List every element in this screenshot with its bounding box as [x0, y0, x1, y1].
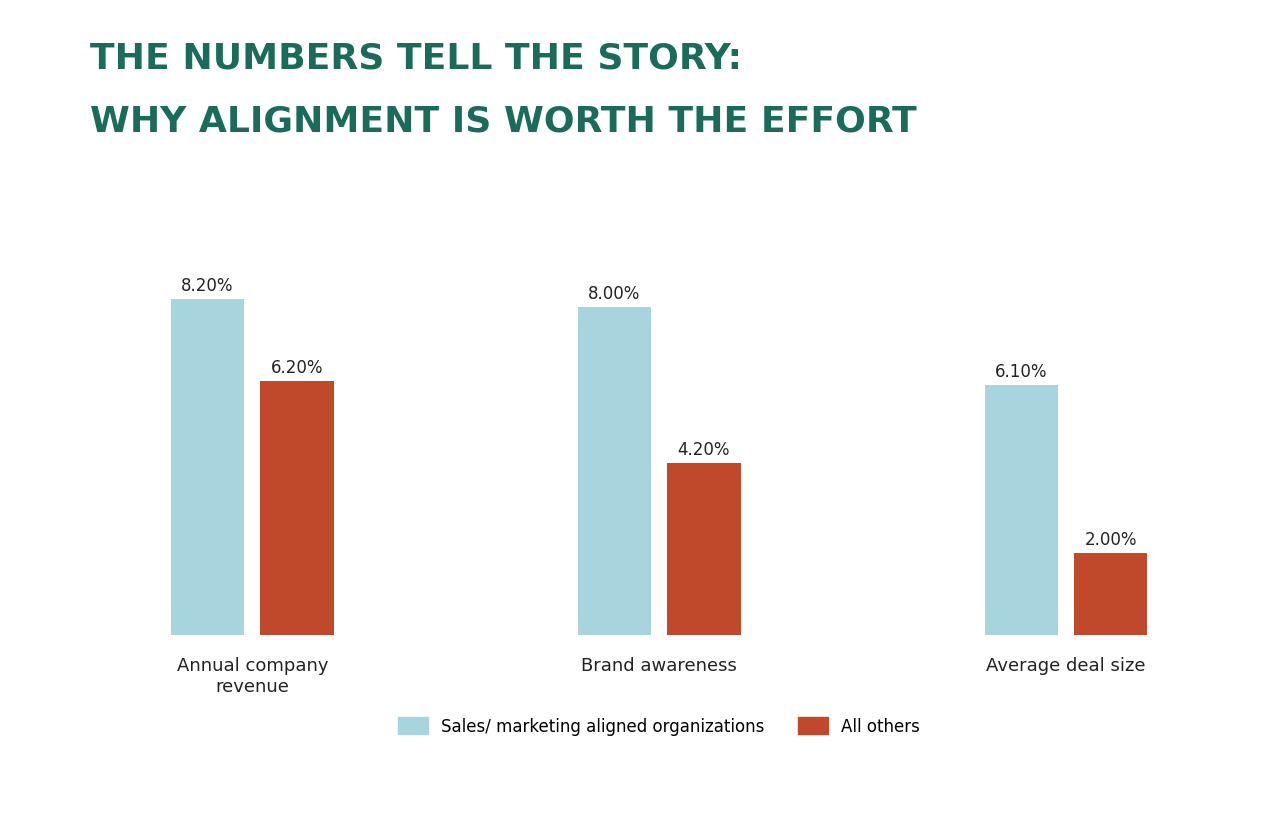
Legend: Sales/ marketing aligned organizations, All others: Sales/ marketing aligned organizations, … [392, 711, 927, 742]
Text: 8.20%: 8.20% [182, 277, 234, 294]
Bar [172, 299, 244, 635]
Text: 8.00%: 8.00% [589, 285, 640, 303]
Text: 2.00%: 2.00% [1084, 531, 1137, 548]
Bar [667, 463, 741, 635]
Text: THE NUMBERS TELL THE STORY:: THE NUMBERS TELL THE STORY: [90, 42, 741, 76]
Bar [984, 385, 1059, 635]
Text: WHY ALIGNMENT IS WORTH THE EFFORT: WHY ALIGNMENT IS WORTH THE EFFORT [90, 104, 916, 139]
Text: 4.20%: 4.20% [677, 441, 730, 458]
Text: 6.20%: 6.20% [271, 359, 324, 376]
Bar [261, 381, 334, 635]
Text: 6.10%: 6.10% [995, 363, 1047, 380]
Bar [577, 308, 652, 635]
Bar [1074, 553, 1147, 635]
